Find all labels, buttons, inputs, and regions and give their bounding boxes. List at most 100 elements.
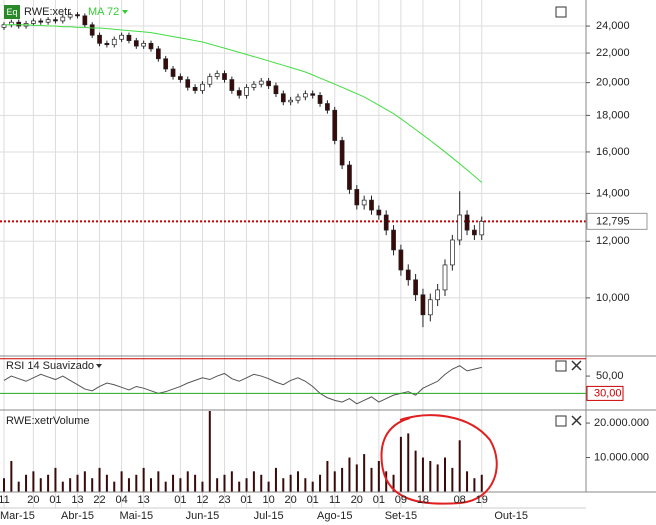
volume-bar: [238, 481, 241, 492]
candle-body: [178, 76, 183, 80]
volume-bar: [466, 471, 469, 492]
y-tick-label: 20.000.000: [594, 417, 649, 429]
x-month-label: Ago-15: [317, 510, 352, 522]
candle-body: [266, 80, 271, 87]
ma-label[interactable]: MA 72: [88, 6, 119, 18]
x-tick-label: 01: [373, 494, 385, 506]
volume-bar: [39, 478, 42, 492]
candle-body: [427, 299, 433, 316]
volume-bar: [216, 478, 219, 492]
maximize-button[interactable]: [555, 360, 567, 372]
candle-body: [317, 94, 323, 104]
candle-body: [310, 93, 316, 96]
x-month-label: Jul-15: [254, 510, 284, 522]
symbol-label[interactable]: RWE:xetr: [24, 6, 71, 18]
close-button[interactable]: [571, 360, 582, 371]
candle-body: [251, 83, 257, 88]
volume-bar: [326, 460, 329, 492]
candle-body: [38, 20, 44, 23]
volume-bar: [311, 481, 314, 492]
candle-body: [133, 40, 139, 47]
candle-body: [450, 239, 455, 266]
candle-body: [383, 214, 389, 231]
candle-body: [258, 80, 264, 85]
x-tick-label: 11: [329, 494, 340, 506]
volume-bar: [458, 440, 461, 492]
candle-body: [288, 99, 293, 103]
volume-bar: [69, 478, 72, 492]
candle-body: [479, 221, 485, 236]
x-tick-label: 20: [27, 494, 39, 506]
maximize-button[interactable]: [555, 415, 567, 427]
candle-body: [236, 90, 242, 96]
volume-bar: [230, 471, 233, 492]
volume-bar: [429, 460, 432, 492]
candle-body: [60, 16, 66, 22]
volume-bar: [399, 436, 402, 492]
x-tick-label: 20: [285, 494, 297, 506]
y-tick-label: 50,00: [596, 370, 624, 382]
volume-bar: [17, 481, 20, 492]
candle-body: [214, 73, 220, 77]
x-tick-label: 01: [174, 494, 186, 506]
rsi-label[interactable]: RSI 14 Suavizado: [6, 360, 94, 372]
x-month-label: Abr-15: [61, 510, 94, 522]
candle-body: [170, 68, 176, 77]
volume-bar: [179, 478, 182, 492]
x-tick-label: 19: [476, 494, 488, 506]
candle-body: [89, 24, 95, 36]
x-tick-label: 23: [218, 494, 230, 506]
volume-bar: [32, 471, 35, 492]
candle-body: [391, 229, 396, 251]
rsi-level-label: 30,00: [594, 387, 622, 399]
candle-body: [295, 96, 301, 101]
volume-bar: [348, 457, 351, 492]
x-tick-label: 13: [138, 494, 150, 506]
x-month-label: Jun-15: [186, 510, 220, 522]
candle-body: [111, 38, 117, 46]
ma-dropdown[interactable]: [122, 10, 128, 14]
volume-bar: [444, 457, 446, 492]
volume-bar: [297, 471, 299, 492]
volume-bar: [105, 474, 108, 492]
x-tick-label: 10: [262, 494, 274, 506]
close-button[interactable]: [571, 415, 582, 426]
volume-bar: [120, 471, 123, 492]
candle-body: [16, 21, 22, 27]
x-tick-label: 12: [196, 494, 208, 506]
x-month-label: Set-15: [385, 510, 417, 522]
volume-bar: [164, 481, 167, 492]
candle-body: [398, 249, 404, 271]
symbol-icon-label: Eq: [6, 7, 17, 17]
candle-body: [442, 264, 448, 291]
plot: [0, 12, 586, 492]
candle-body: [435, 289, 440, 301]
volume-bar: [113, 481, 116, 492]
volume-bar: [150, 478, 152, 492]
x-tick-label: 18: [417, 494, 429, 506]
volume-bar: [282, 478, 285, 492]
x-tick-label: 13: [71, 494, 83, 506]
x-month-label: Mai-15: [119, 510, 153, 522]
candle-body: [361, 199, 367, 206]
volume-bar: [186, 471, 189, 492]
x-tick-label: 01: [240, 494, 252, 506]
volume-bar: [363, 454, 366, 492]
y-tick-label: 22,000: [596, 47, 630, 59]
maximize-button[interactable]: [555, 6, 567, 18]
candle-body: [126, 34, 132, 41]
volume-bar: [157, 471, 160, 492]
volume-bar: [267, 481, 270, 492]
volume-bar: [245, 478, 248, 492]
volume-bar: [377, 460, 380, 492]
rsi-dropdown[interactable]: [96, 364, 102, 368]
candle-body: [53, 19, 58, 22]
symbol-icon[interactable]: [4, 5, 20, 19]
last-price-label: 12,795: [596, 215, 630, 227]
volume-label[interactable]: RWE:xetrVolume: [6, 415, 90, 427]
volume-bar: [370, 467, 373, 492]
volume-bar: [83, 471, 86, 492]
volume-bar: [355, 464, 358, 492]
x-month-label: Mar-15: [0, 510, 35, 522]
